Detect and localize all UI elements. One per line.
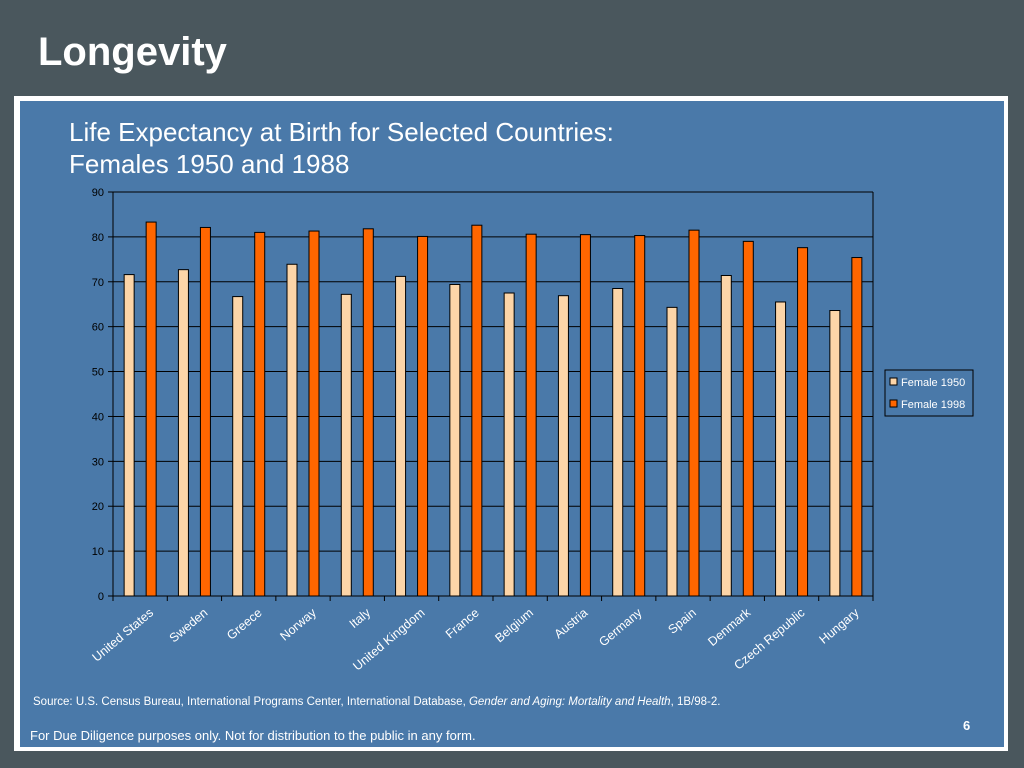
bar-1998 — [254, 231, 266, 597]
x-category-label: Sweden — [167, 606, 211, 646]
bar-1950 — [286, 263, 298, 597]
bar-1950 — [449, 283, 461, 597]
bar-1950 — [720, 274, 732, 597]
bar-1950 — [503, 292, 515, 597]
y-tick-label: 20 — [92, 501, 104, 513]
y-tick-label: 60 — [92, 322, 104, 334]
bar-1998 — [688, 229, 700, 597]
bar-1998 — [199, 226, 211, 597]
legend-label: Female 1950 — [901, 377, 965, 389]
source-title: Gender and Aging: Mortality and Health — [468, 696, 671, 708]
x-category-label: Hungary — [817, 605, 863, 647]
bars — [123, 221, 863, 597]
y-tick-label: 90 — [92, 187, 104, 199]
disclaimer-text: For Due Diligence purposes only. Not for… — [30, 728, 476, 743]
legend-swatch — [889, 399, 898, 408]
bar-1950 — [395, 275, 407, 597]
bar-1998 — [525, 233, 537, 597]
bar-1950 — [177, 269, 189, 597]
bar-1998 — [362, 228, 374, 597]
x-category-label: Belgium — [492, 606, 536, 646]
y-tick-label: 50 — [92, 367, 104, 379]
gridlines — [113, 191, 873, 597]
x-category-label: Austria — [552, 606, 591, 642]
y-tick-label: 0 — [98, 591, 104, 603]
x-category-label: France — [443, 606, 482, 642]
bar-1998 — [634, 235, 646, 597]
y-tick-label: 40 — [92, 411, 104, 423]
bar-1998 — [308, 230, 320, 597]
bar-1998 — [417, 235, 429, 597]
bar-1998 — [145, 221, 157, 597]
x-category-label: Italy — [347, 605, 374, 631]
source-suffix: , 1B/98-2. — [670, 696, 721, 708]
bar-1950 — [123, 274, 135, 597]
legend: Female 1950 Female 1998 — [884, 369, 974, 417]
y-tick-label: 80 — [92, 232, 104, 244]
bar-1950 — [612, 288, 624, 597]
bar-1998 — [579, 234, 591, 597]
slide-title: Longevity — [38, 30, 227, 74]
chart-title-line1: Life Expectancy at Birth for Selected Co… — [69, 117, 614, 147]
bar-1950 — [232, 296, 244, 597]
y-tick-label: 10 — [92, 546, 104, 558]
chart-title-line2: Females 1950 and 1988 — [69, 149, 350, 179]
y-tick-label: 70 — [92, 277, 104, 289]
bar-1950 — [557, 295, 569, 597]
x-category-label: United States — [90, 606, 156, 665]
bar-1998 — [742, 240, 754, 597]
axes — [108, 191, 874, 601]
legend-swatch — [889, 377, 898, 386]
bar-1950 — [829, 310, 841, 597]
y-tick-label: 30 — [92, 456, 104, 468]
source-prefix: Source: U.S. Census Bureau, Internationa… — [33, 696, 469, 708]
legend-box — [884, 369, 974, 417]
chart-title: Life Expectancy at Birth for Selected Co… — [69, 116, 614, 180]
x-category-label: Greece — [224, 606, 264, 643]
legend-label: Female 1998 — [901, 399, 965, 411]
bar-1998 — [851, 257, 863, 597]
bar-1950 — [666, 306, 678, 597]
bar-1998 — [797, 247, 809, 597]
x-category-label: Norway — [277, 605, 319, 643]
bar-1950 — [340, 293, 352, 597]
bar-1998 — [471, 224, 483, 597]
page-number: 6 — [963, 718, 971, 733]
x-category-label: Germany — [596, 605, 645, 649]
x-category-label: Spain — [665, 606, 699, 637]
x-category-label: Denmark — [705, 605, 753, 649]
bar-1950 — [775, 301, 787, 597]
source-note: Source: U.S. Census Bureau, Internationa… — [33, 696, 720, 708]
